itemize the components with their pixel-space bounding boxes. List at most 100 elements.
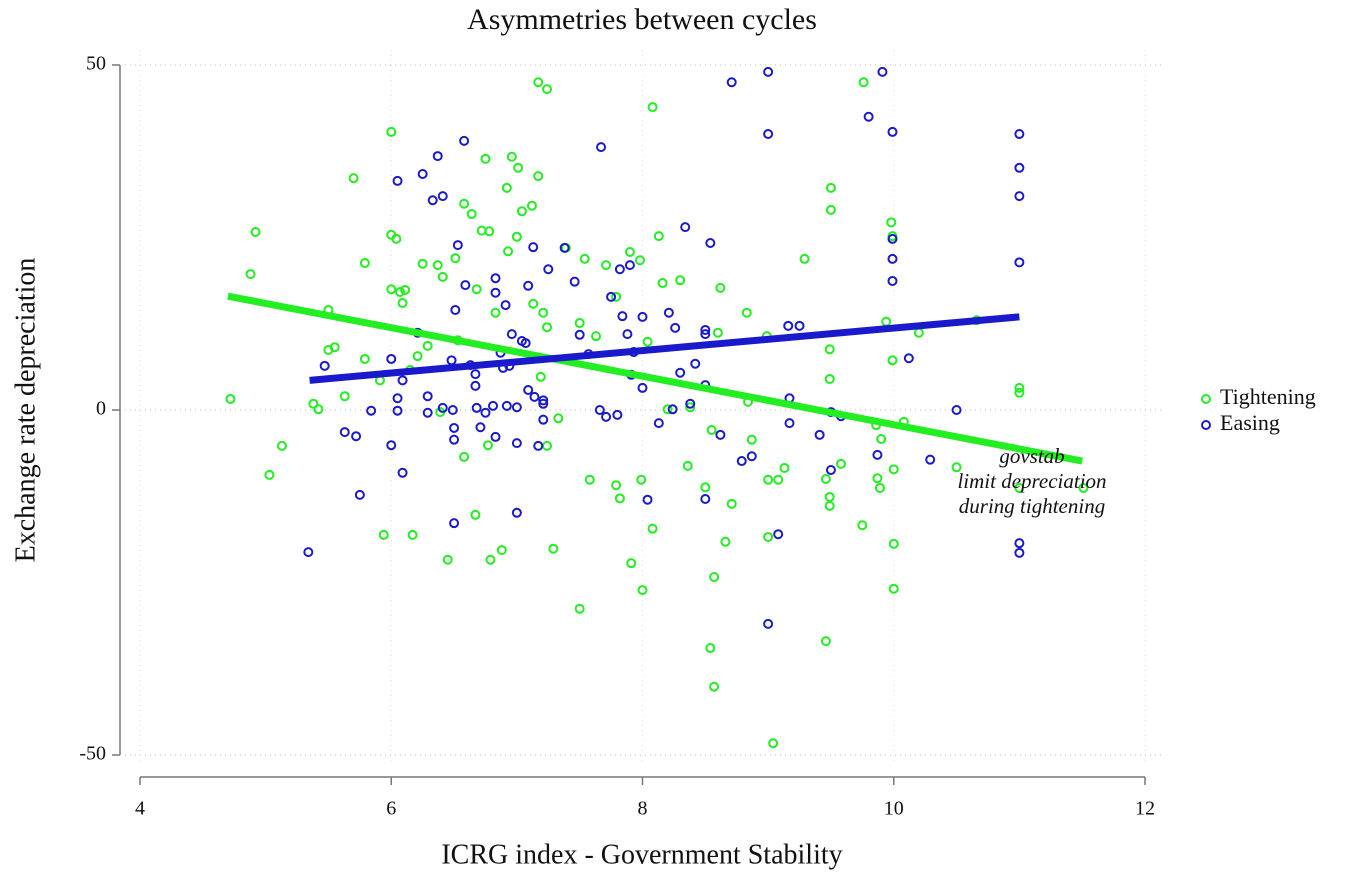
point: [538, 395, 549, 406]
point: [569, 276, 580, 287]
point: [951, 462, 962, 473]
point: [663, 307, 674, 318]
x-tick-label: 10: [884, 798, 904, 820]
point: [484, 226, 495, 237]
point: [799, 253, 810, 264]
point: [706, 425, 717, 436]
point: [768, 738, 779, 749]
point: [887, 233, 898, 244]
point: [359, 353, 370, 364]
point: [824, 344, 835, 355]
legend-label: Easing: [1220, 410, 1280, 435]
point: [715, 429, 726, 440]
point: [825, 465, 836, 476]
point: [482, 440, 493, 451]
x-tick-label: 8: [638, 798, 648, 820]
point: [667, 404, 678, 415]
point: [303, 547, 314, 558]
point: [877, 66, 888, 77]
point: [835, 458, 846, 469]
point: [366, 405, 377, 416]
point: [490, 431, 501, 442]
point: [715, 282, 726, 293]
point: [872, 473, 883, 484]
point: [450, 253, 461, 264]
point: [459, 135, 470, 146]
point: [763, 66, 774, 77]
point: [726, 77, 737, 88]
point: [682, 460, 693, 471]
point: [1014, 547, 1025, 558]
point: [466, 209, 477, 220]
point: [407, 529, 418, 540]
point: [523, 384, 534, 395]
point: [319, 360, 330, 371]
point: [490, 307, 501, 318]
point: [709, 571, 720, 582]
point: [397, 298, 408, 309]
point: [700, 324, 711, 335]
point: [690, 358, 701, 369]
point: [773, 529, 784, 540]
point: [746, 451, 757, 462]
point: [500, 300, 511, 311]
point: [657, 278, 668, 289]
point: [276, 440, 287, 451]
point: [313, 404, 324, 415]
point: [516, 206, 527, 217]
point: [250, 226, 261, 237]
point: [535, 371, 546, 382]
point: [542, 84, 553, 95]
point: [574, 318, 585, 329]
point: [700, 494, 711, 505]
point: [887, 355, 898, 366]
point: [705, 643, 716, 654]
point: [700, 482, 711, 493]
point: [533, 171, 544, 182]
point: [606, 291, 617, 302]
point: [511, 507, 522, 518]
point: [496, 545, 507, 556]
point: [579, 253, 590, 264]
point: [501, 182, 512, 193]
point: [452, 240, 463, 251]
point: [520, 338, 531, 349]
point: [887, 275, 898, 286]
point: [490, 287, 501, 298]
point: [442, 554, 453, 565]
point: [596, 142, 607, 153]
point: [653, 418, 664, 429]
point: [225, 393, 236, 404]
x-tick-label: 4: [135, 798, 145, 820]
point: [542, 440, 553, 451]
point: [506, 329, 517, 340]
point: [903, 353, 914, 364]
point: [351, 431, 362, 442]
point: [329, 342, 340, 353]
point: [1014, 382, 1025, 393]
point: [634, 255, 645, 266]
point: [391, 233, 402, 244]
point: [700, 329, 711, 340]
point: [395, 287, 406, 298]
point: [386, 126, 397, 137]
point: [378, 529, 389, 540]
point: [736, 456, 747, 467]
point: [386, 353, 397, 364]
point: [359, 258, 370, 269]
point: [709, 681, 720, 692]
point: [881, 316, 892, 327]
point: [412, 351, 423, 362]
point: [553, 413, 564, 424]
point: [400, 284, 411, 295]
point: [459, 451, 470, 462]
point: [887, 126, 898, 137]
point: [523, 280, 534, 291]
point: [459, 198, 470, 209]
x-tick-label: 6: [386, 798, 396, 820]
annotation: limit depreciation: [957, 469, 1106, 493]
point: [601, 260, 612, 271]
point: [528, 242, 539, 253]
point: [471, 402, 482, 413]
